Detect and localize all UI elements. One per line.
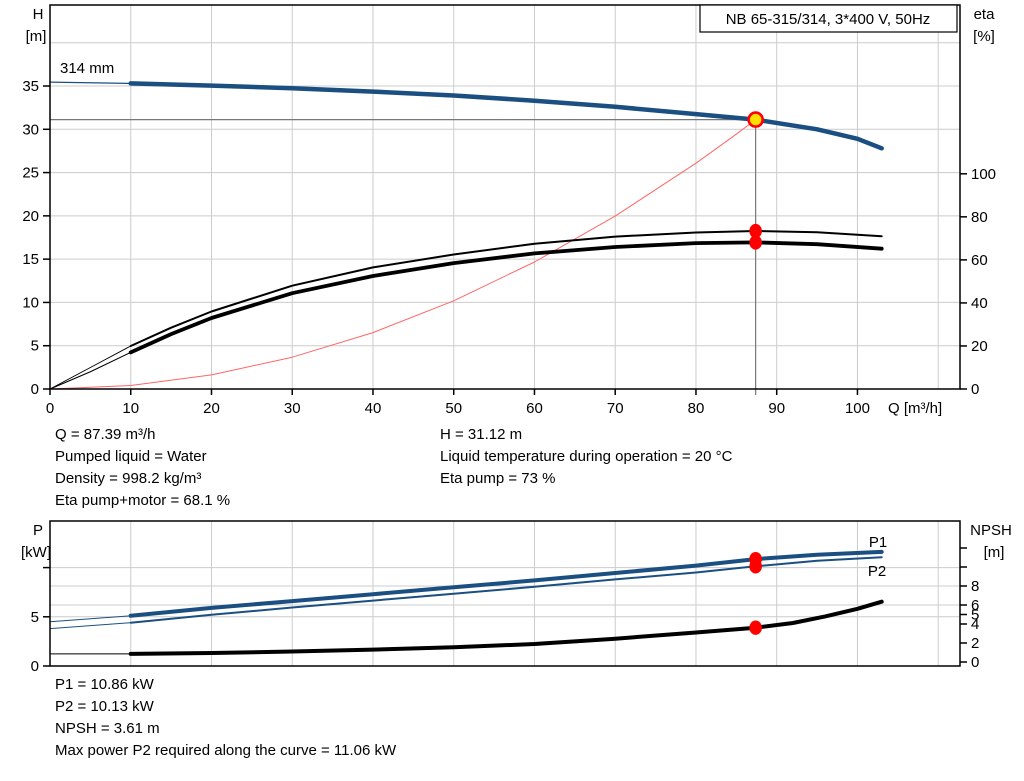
right-axis-tick-label: 0 (971, 654, 979, 671)
duty-info-left: Q = 87.39 m³/h Pumped liquid = Water Den… (55, 424, 230, 512)
right-axis-unit: [%] (973, 28, 995, 45)
eta-pump-motor-text: Eta pump+motor = 68.1 % (55, 492, 231, 509)
eta-pump-curve (129, 230, 883, 347)
eta-pump-motor-point (749, 235, 762, 250)
x-axis-tick-label: 70 (607, 400, 624, 417)
left-axis-unit: [kW] (21, 544, 51, 561)
p2-curve (49, 622, 132, 630)
right-axis-title: NPSH (970, 522, 1012, 539)
pumped-liquid-text: Pumped liquid = Water (55, 448, 207, 465)
right-axis-tick-label: 60 (971, 252, 988, 269)
duty-point (747, 111, 764, 128)
eta-pump-curve (49, 345, 132, 390)
left-axis-tick-label: 5 (31, 609, 39, 626)
p1-curve (49, 615, 132, 623)
x-axis-tick-label: 40 (365, 400, 382, 417)
left-axis-title: P (33, 522, 43, 539)
head-curve (128, 81, 884, 151)
pump-title-box (699, 4, 958, 33)
liquid-temperature-text: Liquid temperature during operation = 20… (440, 448, 733, 465)
left-axis-tick-label: 0 (31, 381, 39, 398)
right-axis-tick-label: 0 (971, 381, 979, 398)
left-axis-tick-label: 10 (22, 294, 39, 311)
left-axis-unit: [m] (26, 28, 47, 45)
x-axis-tick-label: 100 (845, 400, 870, 417)
p2-curve-label: P2 (868, 563, 886, 580)
right-axis-tick-label: 40 (971, 295, 988, 312)
p1-text: P1 = 10.86 kW (55, 676, 154, 693)
p1-curve (128, 549, 884, 618)
right-axis-tick-label: 6 (971, 597, 979, 614)
left-axis-title: H (33, 6, 44, 23)
left-axis-tick-label: 15 (22, 251, 39, 268)
flow-text: Q = 87.39 m³/h (55, 426, 156, 443)
density-text: Density = 998.2 kg/m³ (55, 470, 202, 487)
x-axis-tick-label: 10 (122, 400, 139, 417)
x-axis-tick-label: 30 (284, 400, 301, 417)
p2-text: P2 = 10.13 kW (55, 698, 154, 715)
max-power-text: Max power P2 required along the curve = … (55, 742, 397, 759)
system-curve (49, 119, 757, 390)
p2-point (749, 559, 762, 574)
p2-curve (129, 556, 883, 624)
left-axis-tick-label: 35 (22, 78, 39, 95)
plot-frame (49, 520, 961, 667)
right-axis-tick-label: 80 (971, 209, 988, 226)
right-axis-tick-label: 8 (971, 578, 979, 595)
duty-info-right: H = 31.12 m Liquid temperature during op… (440, 424, 732, 490)
x-axis-tick-label: 50 (445, 400, 462, 417)
right-axis-tick-label: 5 (971, 607, 979, 624)
left-axis-tick-label: 30 (22, 121, 39, 138)
npsh-curve (128, 599, 884, 656)
left-axis-tick-label: 20 (22, 208, 39, 225)
impeller-size-label: 314 mm (60, 60, 114, 77)
x-axis-tick-label: 90 (768, 400, 785, 417)
pump-title-text: NB 65-315/314, 3*400 V, 50Hz (726, 11, 931, 28)
eta-pump-motor-curve (128, 240, 884, 355)
right-axis-unit: [m] (984, 544, 1005, 561)
right-axis-tick-label: 100 (971, 166, 996, 183)
head-curve (49, 81, 132, 85)
right-axis-tick-label: 2 (971, 635, 979, 652)
npsh-point (749, 620, 762, 635)
right-axis-tick-label: 4 (971, 616, 979, 633)
head-text: H = 31.12 m (440, 426, 523, 443)
eta-pump-text: Eta pump = 73 % (440, 470, 556, 487)
left-axis-tick-label: 5 (31, 338, 39, 355)
npsh-text: NPSH = 3.61 m (55, 720, 160, 737)
power-info: P1 = 10.86 kW P2 = 10.13 kW NPSH = 3.61 … (55, 674, 396, 762)
eta-pump-motor-curve (49, 351, 132, 390)
x-axis-tick-label: 0 (46, 400, 54, 417)
right-axis-title: eta (974, 6, 996, 23)
p1-curve-label: P1 (869, 534, 887, 551)
left-axis-tick-label: 0 (31, 658, 39, 675)
left-axis-tick-label: 25 (22, 165, 39, 182)
eta-pump-point (749, 223, 762, 239)
x-axis-tick-label: 20 (203, 400, 220, 417)
x-axis-title: Q [m³/h] (888, 400, 942, 417)
right-axis-tick-label: 20 (971, 338, 988, 355)
x-axis-tick-label: 60 (526, 400, 543, 417)
plot-frame (49, 4, 961, 390)
x-axis-tick-label: 80 (688, 400, 705, 417)
